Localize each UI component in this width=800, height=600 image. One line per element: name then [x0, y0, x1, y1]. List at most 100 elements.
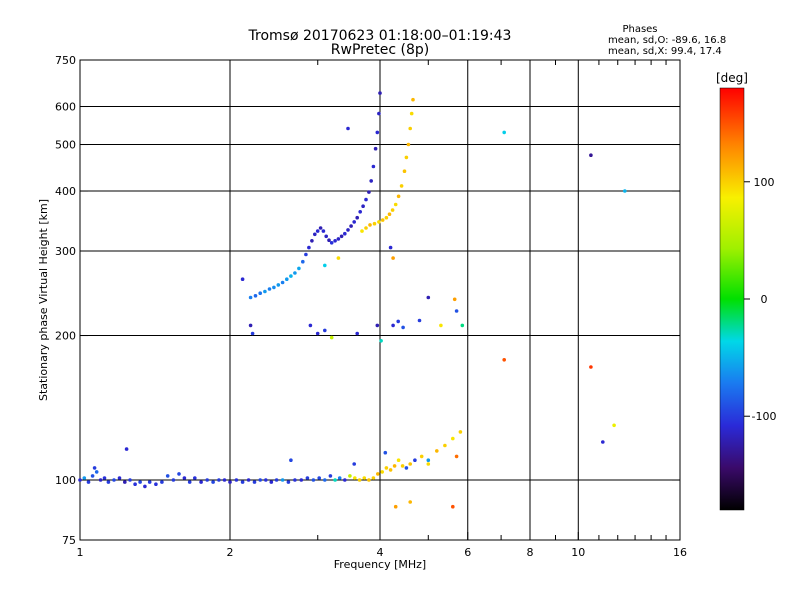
data-point [388, 468, 393, 472]
data-point [128, 478, 132, 482]
data-point [102, 476, 107, 480]
data-point [364, 226, 368, 230]
data-point [348, 474, 352, 478]
data-points [78, 91, 627, 509]
data-point [396, 194, 401, 199]
data-point [253, 294, 258, 298]
data-point [154, 482, 158, 487]
data-point [329, 335, 334, 340]
data-point [358, 210, 363, 214]
data-point [318, 226, 323, 230]
colorbar [719, 87, 745, 511]
data-point [439, 323, 443, 328]
data-point [409, 111, 414, 116]
data-point [336, 256, 341, 260]
data-point [276, 283, 281, 287]
data-point [143, 484, 147, 489]
colorbar-tick-label: 0 [761, 293, 768, 306]
data-point [315, 229, 320, 233]
data-point [327, 238, 331, 242]
data-point [267, 287, 272, 291]
data-point [387, 212, 392, 216]
data-point [502, 358, 507, 362]
x-axis-label: Frequency [MHz] [334, 558, 426, 571]
data-point [297, 266, 301, 271]
data-point [182, 476, 187, 480]
data-point [408, 500, 413, 504]
data-point [371, 164, 376, 169]
data-point [293, 478, 297, 482]
data-point [82, 476, 87, 480]
data-point [426, 295, 431, 300]
colorbar-label: [deg] [716, 71, 748, 85]
data-point [360, 229, 364, 233]
data-point [355, 331, 360, 336]
data-point [78, 478, 82, 482]
data-point [362, 476, 367, 480]
data-point [502, 130, 507, 135]
y-tick-label: 300 [55, 245, 76, 258]
x-tick-label: 1 [77, 546, 84, 559]
data-point [333, 239, 337, 243]
data-point [263, 289, 267, 294]
data-point [234, 478, 239, 482]
data-point [269, 480, 274, 484]
data-point [222, 478, 227, 482]
y-tick-label: 75 [62, 534, 76, 547]
legend-phase-o: mean, sd,O: -89.6, 16.8 [608, 35, 726, 46]
data-point [301, 259, 305, 264]
data-point [589, 365, 593, 369]
data-point [92, 466, 97, 470]
x-tick-label: 8 [527, 546, 534, 559]
data-point [329, 241, 334, 245]
data-point [124, 447, 129, 451]
data-point [315, 331, 320, 336]
data-point [307, 245, 311, 250]
data-point [250, 331, 255, 336]
axis-ticks: 1 2 4 6 8 10 16 75 100 200 300 400 500 600 750 [55, 54, 687, 559]
data-point [336, 237, 341, 241]
data-point [454, 454, 459, 459]
data-point [258, 478, 263, 482]
data-point [343, 478, 347, 482]
data-point [373, 146, 378, 151]
data-point [205, 478, 209, 482]
data-point [177, 472, 181, 476]
data-point [248, 323, 253, 328]
data-point [264, 478, 268, 482]
grid-lines [79, 60, 681, 540]
data-point [171, 478, 176, 482]
data-point [280, 478, 285, 482]
data-point [98, 478, 103, 482]
data-point [323, 328, 327, 333]
data-point [369, 179, 374, 183]
data-point [458, 430, 463, 434]
data-point [240, 277, 245, 282]
data-point [248, 295, 253, 300]
x-tick-label: 2 [227, 546, 234, 559]
data-point [376, 472, 380, 476]
data-point [333, 478, 337, 482]
data-point [339, 234, 344, 239]
data-point [305, 476, 310, 480]
data-point [317, 476, 322, 480]
data-point [375, 323, 380, 328]
data-point [377, 111, 381, 116]
data-point [165, 474, 170, 478]
data-point [396, 319, 401, 324]
data-point [355, 215, 360, 220]
data-point [380, 470, 385, 474]
data-point [384, 215, 389, 220]
y-tick-label: 500 [55, 139, 76, 152]
data-point [346, 126, 350, 131]
data-point [357, 478, 362, 482]
chart-title: Tromsø 20170623 01:18:00–01:19:43 [248, 28, 512, 44]
data-point [443, 443, 447, 448]
data-point [286, 480, 291, 484]
data-point [460, 323, 465, 328]
legend-heading: Phases [622, 24, 657, 35]
data-point [133, 482, 137, 487]
data-point [451, 504, 455, 509]
x-tick-label: 6 [464, 546, 471, 559]
